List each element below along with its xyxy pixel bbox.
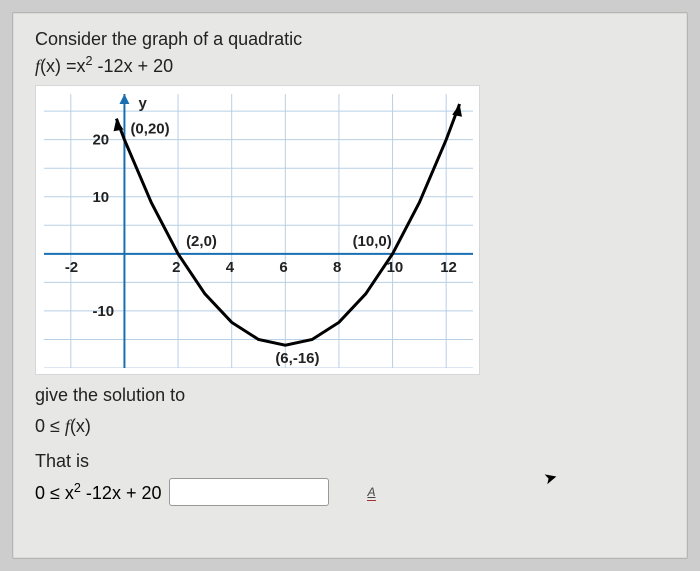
- svg-text:10: 10: [92, 189, 109, 206]
- svg-text:(2,0): (2,0): [186, 233, 217, 250]
- svg-text:2: 2: [172, 259, 180, 276]
- svg-text:20: 20: [92, 132, 109, 149]
- svg-text:12: 12: [440, 259, 457, 276]
- svg-text:4: 4: [226, 259, 235, 276]
- graph-panel: y-224681012-101020(0,20)(2,0)(10,0)(6,-1…: [35, 85, 480, 375]
- svg-text:-2: -2: [65, 259, 78, 276]
- svg-text:8: 8: [333, 259, 341, 276]
- svg-text:(6,-16): (6,-16): [275, 350, 319, 367]
- svg-text:6: 6: [279, 259, 287, 276]
- that-is-text: That is: [35, 451, 665, 472]
- svg-text:(0,20): (0,20): [130, 121, 169, 138]
- equation-text: f(x) =x2 -12x + 20: [35, 54, 665, 77]
- intro-text: Consider the graph of a quadratic: [35, 29, 665, 50]
- inequality-1: 0 ≤ f(x): [35, 416, 665, 437]
- svg-text:(10,0): (10,0): [353, 233, 392, 250]
- problem-sheet: Consider the graph of a quadratic f(x) =…: [12, 12, 688, 559]
- instruction-text: give the solution to: [35, 385, 665, 406]
- inequality-2: 0 ≤ x2 -12x + 20: [35, 481, 161, 504]
- answer-input[interactable]: [169, 478, 329, 506]
- svg-text:-10: -10: [92, 303, 114, 320]
- answer-row: 0 ≤ x2 -12x + 20 A: [35, 478, 665, 506]
- svg-text:y: y: [138, 95, 147, 112]
- quadratic-chart: y-224681012-101020(0,20)(2,0)(10,0)(6,-1…: [44, 94, 473, 368]
- font-format-icon[interactable]: A: [367, 485, 375, 499]
